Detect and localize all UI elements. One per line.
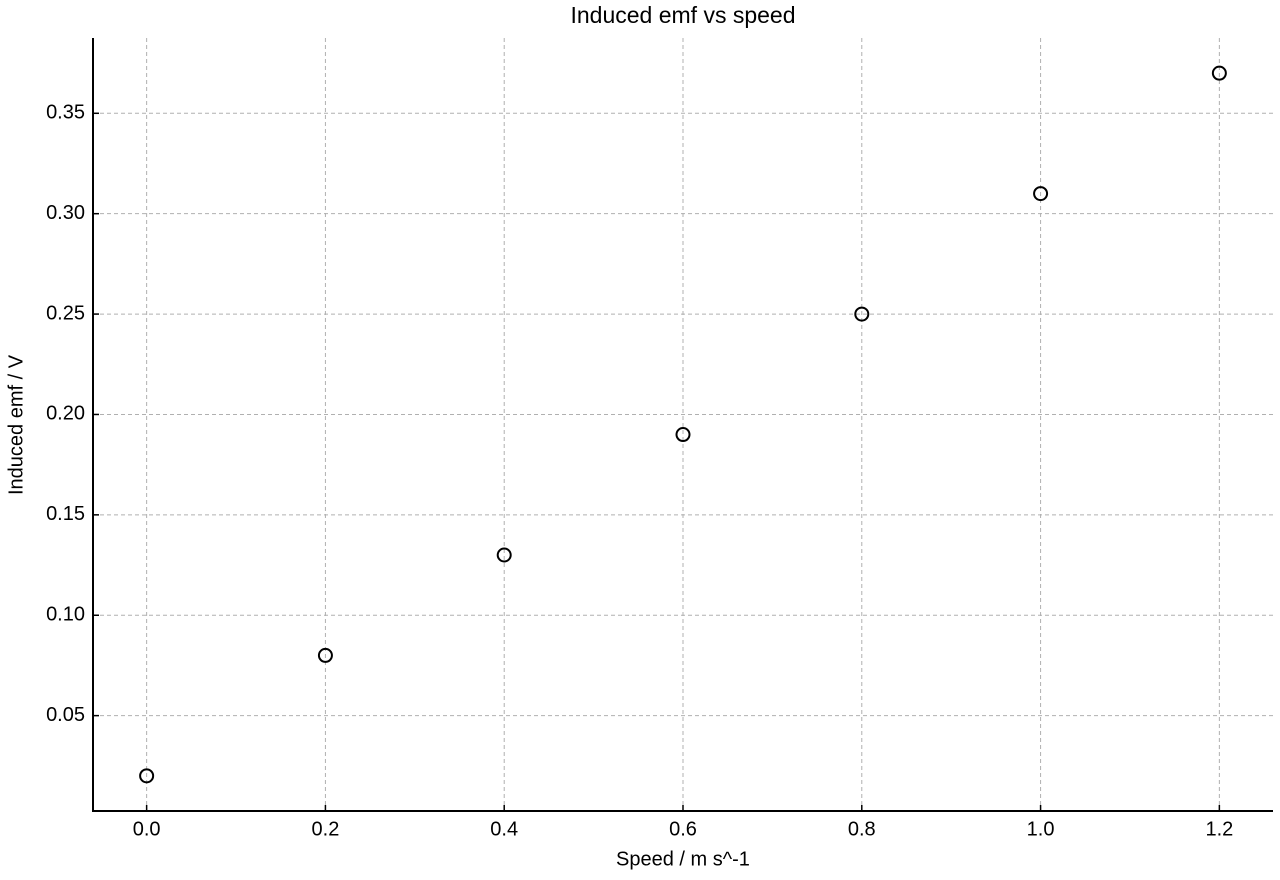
x-tick-label: 0.6 — [669, 818, 697, 840]
x-tick-label: 0.4 — [490, 818, 518, 840]
chart-title: Induced emf vs speed — [570, 2, 795, 28]
data-point — [1033, 186, 1049, 202]
data-point — [1211, 65, 1227, 81]
x-axis-label: Speed / m s^-1 — [616, 848, 750, 870]
x-tick-label: 0.0 — [133, 818, 161, 840]
y-axis-label: Induced emf / V — [5, 354, 27, 495]
y-tick-label: 0.30 — [46, 202, 85, 224]
y-tick-label: 0.35 — [46, 102, 85, 124]
y-tick-label: 0.20 — [46, 403, 85, 425]
x-tick-label: 1.2 — [1205, 818, 1233, 840]
y-tick-label: 0.05 — [46, 704, 85, 726]
x-tick-label: 0.8 — [848, 818, 876, 840]
data-point — [854, 306, 870, 322]
y-tick-label: 0.10 — [46, 604, 85, 626]
data-point — [139, 768, 155, 784]
y-tick-label: 0.15 — [46, 503, 85, 525]
data-point — [317, 647, 333, 663]
data-point — [496, 547, 512, 563]
data-point — [675, 427, 691, 443]
x-tick-label: 1.0 — [1027, 818, 1055, 840]
x-tick-label: 0.2 — [312, 818, 340, 840]
y-tick-label: 0.25 — [46, 302, 85, 324]
